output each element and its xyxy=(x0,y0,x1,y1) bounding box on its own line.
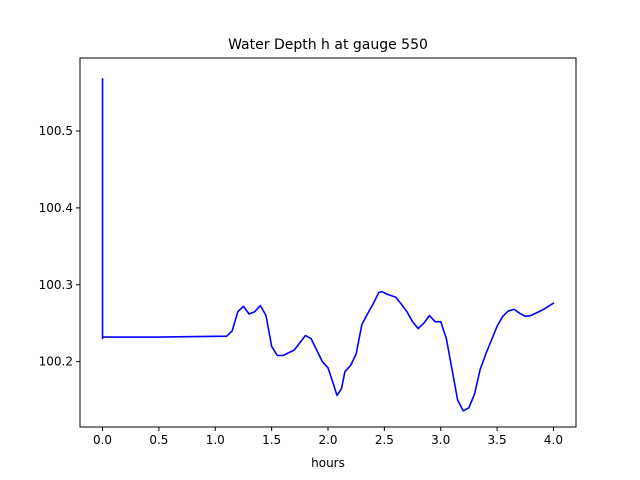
x-tick-label: 0.5 xyxy=(149,433,168,447)
x-tick-label: 4.0 xyxy=(544,433,563,447)
x-tick-label: 2.5 xyxy=(375,433,394,447)
chart-title: Water Depth h at gauge 550 xyxy=(228,37,428,53)
x-tick-label: 1.0 xyxy=(206,433,225,447)
series-layer xyxy=(101,77,555,412)
x-axis-label: hours xyxy=(311,456,345,470)
y-tick-label: 100.3 xyxy=(39,278,73,292)
y-tick-label: 100.5 xyxy=(39,124,73,138)
x-tick-label: 3.0 xyxy=(431,433,450,447)
x-tick-label: 2.0 xyxy=(318,433,337,447)
x-tick-label: 1.5 xyxy=(262,433,281,447)
y-tick-label: 100.2 xyxy=(39,355,73,369)
y-axis-ticks: 100.2 100.3 100.4 100.5 xyxy=(39,124,80,369)
x-tick-label: 0.0 xyxy=(93,433,112,447)
series-line xyxy=(101,77,555,412)
x-axis-ticks: 0.0 0.5 1.0 1.5 2.0 2.5 3.0 3.5 4.0 xyxy=(93,427,563,447)
y-tick-label: 100.4 xyxy=(39,201,73,215)
x-tick-label: 3.5 xyxy=(488,433,507,447)
